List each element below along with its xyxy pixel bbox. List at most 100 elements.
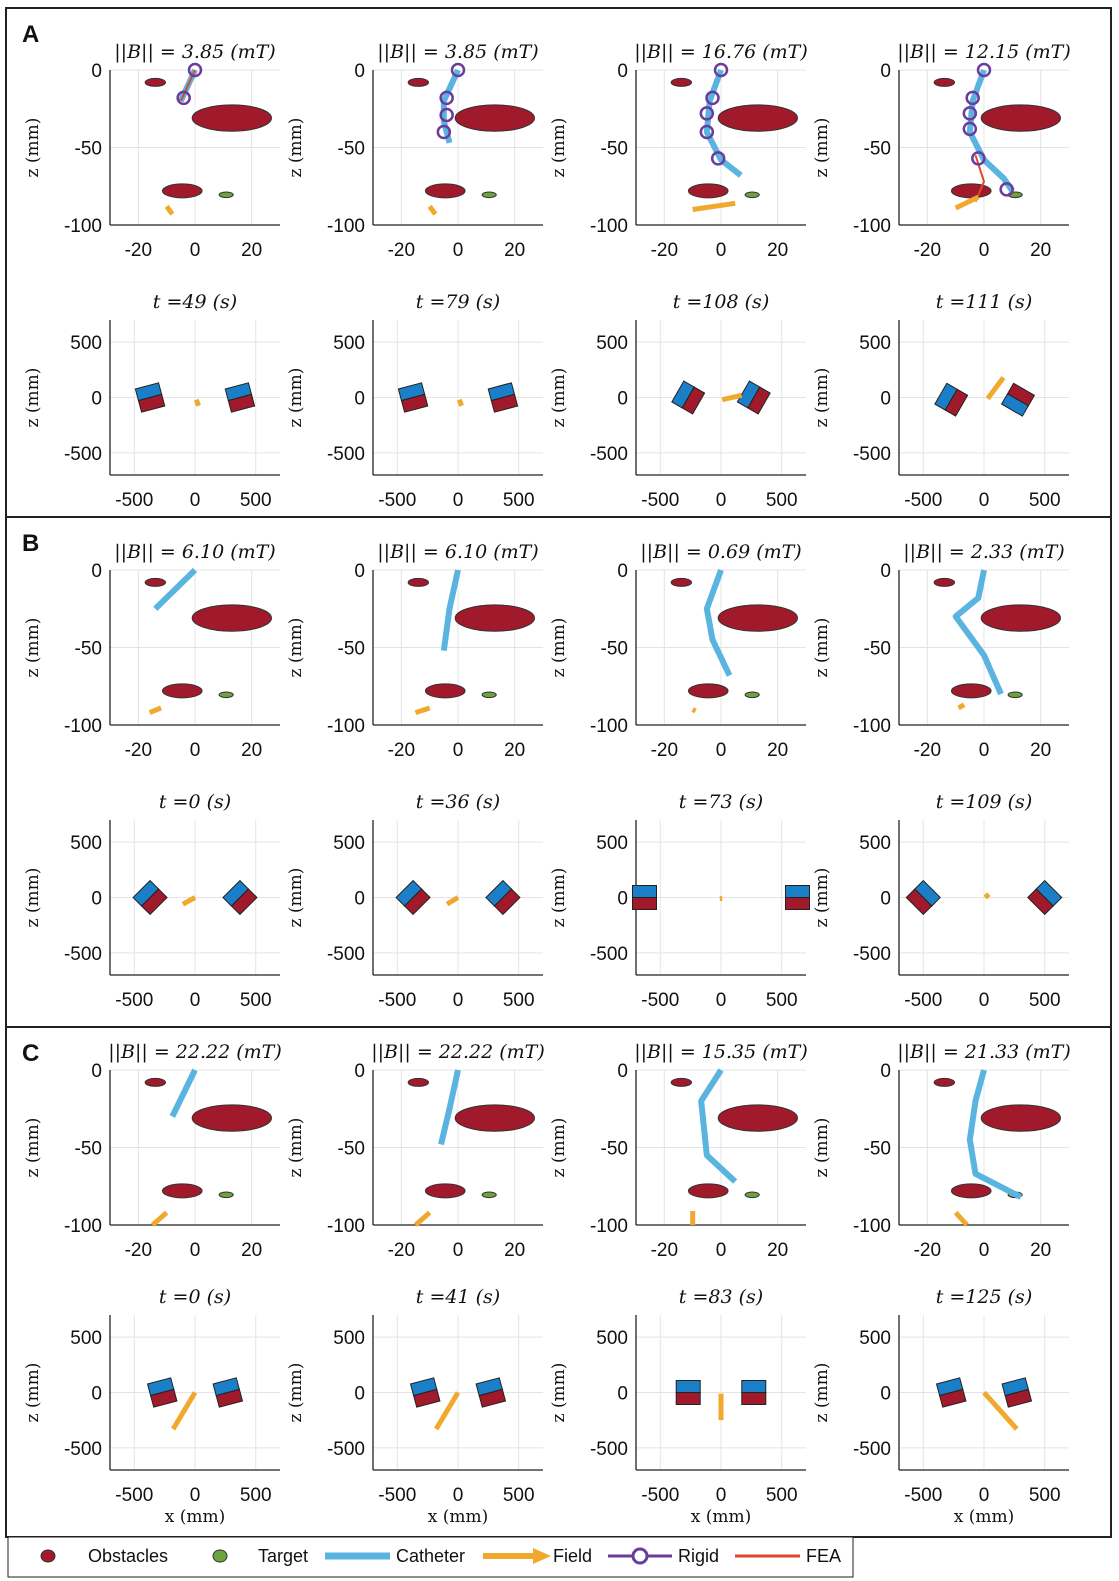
- magnet-red-half: [1004, 1388, 1033, 1408]
- y-axis-label: z (mm): [286, 618, 306, 678]
- y-tick-label: -500: [590, 444, 628, 465]
- obstacle: [454, 1104, 536, 1132]
- catheter-line: [169, 1068, 198, 1118]
- x-tick-label: 500: [240, 1485, 272, 1506]
- x-tick-label: 20: [241, 740, 262, 761]
- magnet-red-half: [413, 1388, 441, 1408]
- obstacle: [144, 577, 167, 587]
- y-tick-label: -500: [590, 944, 628, 965]
- x-tick-label: 500: [1029, 990, 1061, 1011]
- y-tick-label: -500: [853, 1439, 891, 1460]
- magnet: [935, 1377, 967, 1408]
- plot-title: ||B|| = 15.35 (mT): [634, 1041, 808, 1063]
- x-tick-label: 500: [1029, 490, 1061, 511]
- rigid-node: [436, 124, 452, 140]
- x-axis-label: x (mm): [428, 1507, 489, 1527]
- obstacle: [950, 683, 992, 699]
- x-tick-label: 500: [240, 990, 272, 1011]
- obstacle: [950, 1183, 992, 1199]
- magnet-plot-6: -500 0 500 500 0 -500 t =108 (s) z (mm): [549, 291, 806, 511]
- field-arrow: [193, 398, 201, 407]
- workspace-plot-8: -20 0 20 0 -50 -100 ||B|| = 6.10 (mT) z (mm): [23, 541, 280, 761]
- plot-title: t =0 (s): [159, 1286, 231, 1308]
- obstacle: [980, 604, 1061, 632]
- magnet-plot-23: -500 0 500 500 0 -500 t =125 (s) z (mm) x (mm): [812, 1286, 1069, 1527]
- obstacle: [191, 1104, 272, 1132]
- y-tick-label: -500: [853, 944, 891, 965]
- rigid-node: [976, 62, 992, 78]
- x-tick-label: 0: [453, 740, 464, 761]
- magnet: [409, 1377, 441, 1408]
- catheter-line: [698, 1068, 738, 1184]
- catheter-line: [438, 1069, 461, 1146]
- workspace-plot-9: -20 0 20 0 -50 -100 ||B|| = 6.10 (mT) z (mm): [286, 541, 543, 761]
- magnet: [395, 879, 431, 916]
- field-arrow: [953, 1210, 969, 1227]
- magnet: [212, 1377, 244, 1408]
- x-tick-label: 0: [190, 740, 201, 761]
- legend-obstacle-marker: [40, 1549, 56, 1563]
- catheter-line: [703, 68, 743, 178]
- field-arrow: [692, 200, 736, 212]
- rigid-node: [439, 107, 454, 123]
- plot-title: t =125 (s): [936, 1286, 1032, 1308]
- target: [218, 1191, 234, 1199]
- workspace-plot-10: -20 0 20 0 -50 -100 ||B|| = 0.69 (mT) z (mm): [549, 541, 806, 761]
- y-tick-label: 500: [859, 1328, 891, 1349]
- rigid-node: [450, 62, 466, 78]
- y-tick-label: -50: [864, 139, 891, 160]
- workspace-plot-17: -20 0 20 0 -50 -100 ||B|| = 22.22 (mT) z (mm): [286, 1041, 545, 1261]
- y-axis-label: z (mm): [812, 1363, 832, 1423]
- y-axis-label: z (mm): [23, 868, 43, 928]
- x-tick-label: 0: [979, 490, 990, 511]
- field-arrow: [433, 1391, 461, 1431]
- y-tick-label: 0: [617, 889, 628, 910]
- magnet: [397, 382, 429, 413]
- x-axis-label: x (mm): [691, 1507, 752, 1527]
- y-axis-label: z (mm): [549, 868, 569, 928]
- y-tick-label: 0: [617, 61, 628, 82]
- y-tick-label: -100: [327, 716, 365, 737]
- panel-label-b: B: [22, 530, 39, 557]
- magnet: [487, 382, 519, 413]
- magnet: [1001, 1377, 1033, 1408]
- plot-title: ||B|| = 2.33 (mT): [903, 541, 1064, 563]
- field-arrow: [164, 204, 175, 216]
- workspace-plot-11: -20 0 20 0 -50 -100 ||B|| = 2.33 (mT) z (mm): [812, 541, 1069, 761]
- y-axis-label: z (mm): [23, 368, 43, 428]
- obstacle: [687, 1183, 729, 1199]
- x-tick-label: -500: [641, 1485, 679, 1506]
- y-tick-label: -50: [75, 639, 102, 660]
- magnet-red-half: [230, 888, 258, 916]
- rigid-node: [713, 62, 729, 78]
- workspace-plot-2: -20 0 20 0 -50 -100 ||B|| = 16.76 (mT) z (mm): [549, 41, 808, 261]
- x-tick-label: 0: [979, 990, 990, 1011]
- rigid-node: [965, 90, 980, 106]
- x-tick-label: 0: [190, 1240, 201, 1261]
- magnet-plot-20: -500 0 500 500 0 -500 t =0 (s) z (mm) x (mm): [23, 1286, 280, 1527]
- y-tick-label: 0: [91, 561, 102, 582]
- y-tick-label: 0: [617, 1061, 628, 1082]
- y-tick-label: 500: [70, 833, 102, 854]
- y-axis-label: z (mm): [812, 1118, 832, 1178]
- obstacle: [670, 577, 693, 587]
- legend-catheter-label: Catheter: [396, 1546, 465, 1566]
- y-axis-label: z (mm): [812, 618, 832, 678]
- y-tick-label: 0: [617, 561, 628, 582]
- field-arrow: [456, 398, 464, 407]
- y-tick-label: -100: [64, 216, 102, 237]
- x-tick-label: -20: [125, 740, 152, 761]
- y-tick-label: 0: [91, 889, 102, 910]
- rigid-node: [439, 90, 454, 106]
- x-tick-label: -500: [904, 990, 942, 1011]
- rigid-node: [962, 106, 978, 121]
- x-tick-label: 500: [240, 490, 272, 511]
- x-tick-label: -20: [651, 240, 678, 261]
- y-tick-label: -50: [338, 1139, 365, 1160]
- obstacle: [161, 1183, 203, 1199]
- magnet-red-half: [675, 1392, 701, 1405]
- x-tick-label: 20: [1030, 740, 1051, 761]
- x-tick-label: -20: [388, 740, 415, 761]
- plot-title: t =108 (s): [673, 291, 769, 313]
- magnet-red-half: [140, 888, 168, 916]
